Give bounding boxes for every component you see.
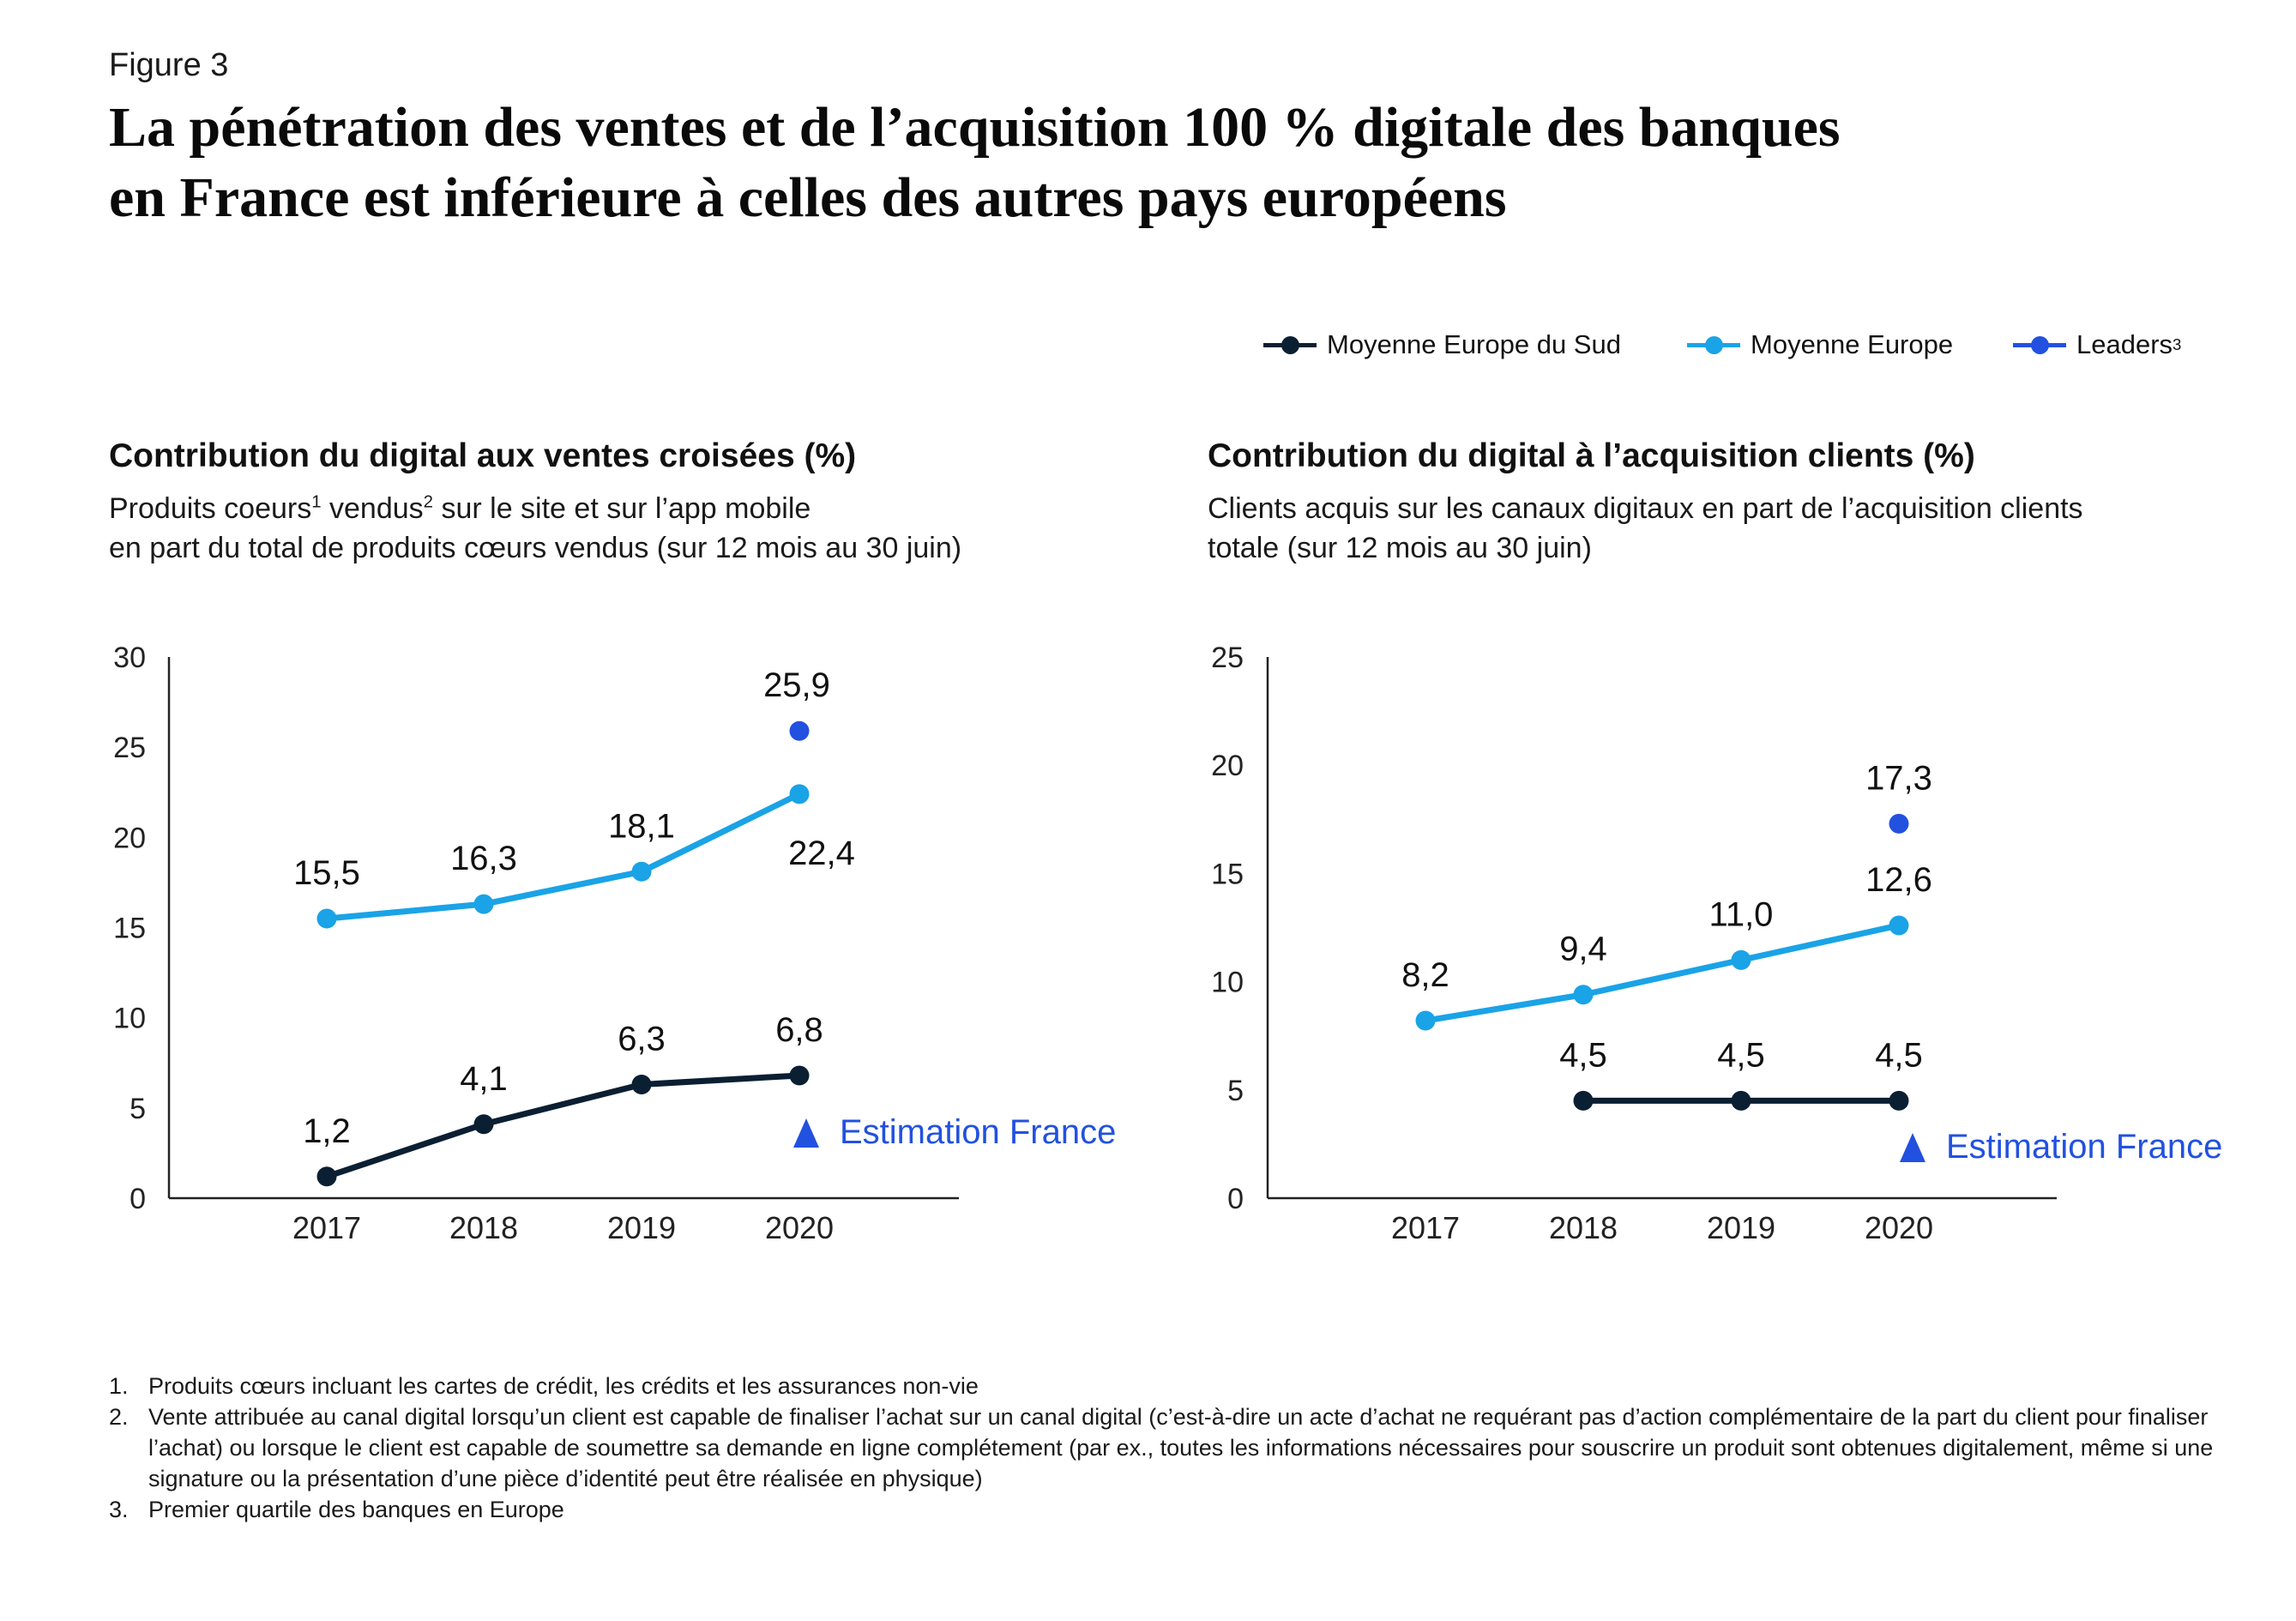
x-tick-label-right: 2017 (1391, 1210, 1460, 1245)
y-tick-label-right: 20 (1211, 750, 1244, 782)
data-label-moyenne-europe-right: 11,0 (1709, 895, 1774, 933)
estimate-france-left: Estimation France (793, 1113, 1116, 1152)
y-tick-label-left: 25 (113, 732, 146, 764)
chart-right-plot: 0 5 10 15 20 25 2017 2018 2019 2020 8,2 9,4 11,0 12,6… (1211, 642, 2057, 1245)
chart-left-title: Contribution du digital aux ventes crois… (109, 437, 857, 474)
data-label-moyenne-europe-left: 16,3 (450, 840, 517, 877)
data-point-moyenne-europe-left (789, 784, 810, 804)
data-point-moyenne-europe-right (1731, 949, 1751, 970)
y-tick-label-left: 20 (113, 822, 146, 854)
y-tick-label-left: 15 (113, 913, 146, 945)
chart-right-title: Contribution du digital à l’acquisition … (1208, 437, 1975, 474)
data-point-moyenne-europe-right (1889, 915, 1909, 936)
x-tick-label-right: 2019 (1707, 1210, 1775, 1245)
data-point-moyenne-europe-du-sud-right (1731, 1090, 1751, 1111)
footnote-3: 3. Premier quartile des banques en Europ… (109, 1497, 564, 1522)
triangle-icon (793, 1118, 819, 1148)
footnotes: 1. Produits cœurs incluant les cartes de… (109, 1371, 2219, 1525)
data-label-moyenne-europe-du-sud-right: 4,5 (1875, 1036, 1923, 1074)
y-tick-label-right: 10 (1211, 967, 1244, 999)
data-label-leaders-right: 17,3 (1865, 759, 1932, 797)
data-label-moyenne-europe-du-sud-right: 4,5 (1717, 1036, 1765, 1074)
y-tick-label-right: 0 (1227, 1183, 1244, 1215)
legend-item-south: Moyenne Europe du Sud (1263, 328, 1621, 362)
legend-marker-europe (1687, 328, 1740, 362)
y-tick-label-left: 10 (113, 1003, 146, 1035)
chart-left-subtitle-line-2: en part du total de produits cœurs vendu… (109, 532, 962, 564)
page-title-line-2: en France est inférieure à celles des au… (109, 166, 1507, 229)
y-tick-label-right: 15 (1211, 858, 1244, 890)
data-point-moyenne-europe-right (1415, 1010, 1436, 1031)
chart-left-header: Contribution du digital aux ventes crois… (109, 437, 1138, 568)
series-line-moyenne-europe-left (323, 791, 803, 922)
chart-right-header: Contribution du digital à l’acquisition … (1208, 437, 2237, 568)
data-label-moyenne-europe-right: 12,6 (1865, 861, 1932, 899)
data-point-moyenne-europe-du-sud-right (1573, 1090, 1594, 1111)
legend-marker-south (1263, 328, 1317, 362)
figure-label: Figure 3 (109, 47, 229, 83)
data-label-moyenne-europe-du-sud-left: 4,1 (460, 1060, 508, 1098)
x-tick-label-left: 2020 (765, 1210, 834, 1245)
legend-item-europe: Moyenne Europe (1687, 328, 1953, 362)
x-tick-label-left: 2017 (292, 1210, 361, 1245)
legend-label-south: Moyenne Europe du Sud (1327, 329, 1621, 359)
estimate-france-right-label: Estimation France (1946, 1128, 2223, 1166)
data-point-moyenne-europe-left (473, 894, 494, 914)
data-point-moyenne-europe-du-sud-right (1889, 1090, 1909, 1111)
data-point-moyenne-europe-left (316, 908, 337, 929)
estimate-france-left-label: Estimation France (840, 1113, 1117, 1151)
data-point-leaders-left (789, 720, 810, 741)
x-tick-label-left: 2018 (449, 1210, 518, 1245)
data-point-moyenne-europe-du-sud-left (473, 1114, 494, 1135)
data-label-moyenne-europe-du-sud-left: 6,3 (618, 1020, 666, 1058)
legend-marker-leaders (2013, 328, 2066, 362)
data-point-moyenne-europe-left (631, 861, 652, 882)
y-tick-label-left: 5 (130, 1093, 146, 1125)
data-point-moyenne-europe-du-sud-left (631, 1074, 652, 1094)
footnote-1: 1. Produits cœurs incluant les cartes de… (109, 1373, 979, 1399)
data-point-moyenne-europe-right (1573, 985, 1594, 1005)
y-tick-label-left: 30 (113, 642, 146, 674)
data-label-moyenne-europe-du-sud-right: 4,5 (1559, 1036, 1607, 1074)
data-label-moyenne-europe-left: 15,5 (293, 854, 360, 892)
chart-left-plot: 0 5 10 15 20 25 30 2017 2018 2019 2020 15,5 16,3 18,1… (113, 642, 959, 1245)
chart-right-subtitle-line-1: Clients acquis sur les canaux digitaux e… (1208, 492, 2083, 525)
legend-item-leaders: Leaders 3 (2013, 328, 2181, 362)
triangle-icon (1900, 1132, 1925, 1162)
x-tick-label-right: 2018 (1549, 1210, 1618, 1245)
data-label-moyenne-europe-left: 18,1 (608, 807, 675, 845)
legend-label-leaders: Leaders (2076, 329, 2173, 359)
chart-left-subtitle-line-1: Produits coeurs1 vendus2 sur le site et … (109, 492, 811, 525)
data-label-moyenne-europe-right: 8,2 (1401, 956, 1449, 994)
x-tick-label-right: 2020 (1865, 1210, 1933, 1245)
page-title: La pénétration des ventes et de l’acquis… (109, 93, 2167, 233)
data-point-moyenne-europe-du-sud-left (316, 1166, 337, 1187)
data-label-moyenne-europe-du-sud-left: 6,8 (775, 1011, 823, 1049)
chart-right-subtitle: Clients acquis sur les canaux digitaux e… (1208, 489, 2237, 568)
data-point-leaders-right (1889, 813, 1909, 834)
series-line-moyenne-europe-right (1422, 922, 1902, 1024)
y-tick-label-right: 25 (1211, 642, 1244, 674)
y-tick-label-left: 0 (130, 1183, 146, 1215)
chart-left-subtitle: Produits coeurs1 vendus2 sur le site et … (109, 489, 1138, 568)
footnote-2: 2. Vente attribuée au canal digital lors… (109, 1404, 2214, 1491)
data-label-moyenne-europe-left: 22,4 (788, 835, 855, 872)
chart-right-subtitle-line-2: totale (sur 12 mois au 30 juin) (1208, 532, 1592, 564)
legend-label-europe: Moyenne Europe (1751, 329, 1954, 359)
data-label-moyenne-europe-du-sud-left: 1,2 (303, 1112, 351, 1150)
data-label-moyenne-europe-right: 9,4 (1559, 931, 1607, 968)
x-tick-label-left: 2019 (607, 1210, 676, 1245)
series-line-moyenne-europe-du-sud-left (323, 1072, 803, 1180)
estimate-france-right: Estimation France (1900, 1128, 2222, 1166)
y-tick-label-right: 5 (1227, 1075, 1244, 1107)
data-point-moyenne-europe-du-sud-left (789, 1065, 810, 1086)
data-label-leaders-left: 25,9 (763, 666, 830, 704)
page-title-line-1: La pénétration des ventes et de l’acquis… (109, 96, 1841, 159)
